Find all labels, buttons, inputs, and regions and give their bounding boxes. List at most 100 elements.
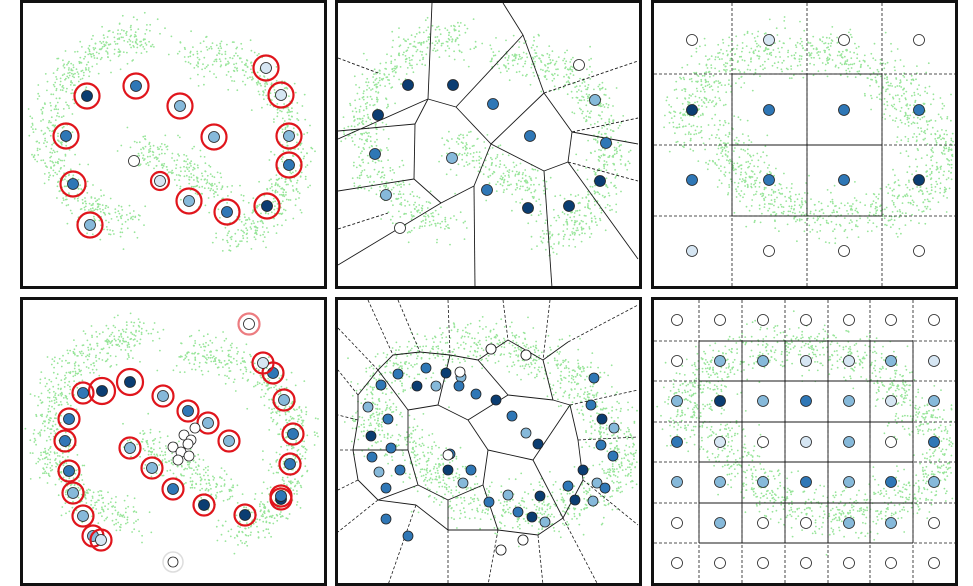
scatter-point bbox=[800, 218, 803, 221]
scatter-point bbox=[48, 176, 50, 179]
scatter-point bbox=[278, 177, 281, 180]
scatter-point bbox=[736, 142, 739, 145]
scatter-point bbox=[530, 248, 533, 251]
scatter-point bbox=[57, 57, 60, 60]
scatter-point bbox=[585, 215, 587, 217]
scatter-point bbox=[212, 355, 215, 358]
scatter-point bbox=[421, 51, 424, 53]
scatter-point bbox=[790, 77, 793, 79]
scatter-point bbox=[408, 230, 410, 233]
scatter-point bbox=[864, 94, 866, 97]
scatter-point bbox=[358, 111, 361, 113]
scatter-point bbox=[246, 218, 249, 221]
scatter-point bbox=[577, 194, 580, 196]
scatter-point bbox=[751, 199, 754, 201]
scatter-point bbox=[286, 111, 289, 114]
scatter-point bbox=[774, 214, 777, 216]
scatter-point bbox=[68, 60, 70, 63]
scatter-point bbox=[458, 152, 461, 155]
scatter-point bbox=[608, 124, 611, 126]
scatter-point bbox=[59, 83, 62, 86]
scatter-point bbox=[399, 203, 401, 206]
scatter-point bbox=[804, 49, 806, 52]
scatter-point bbox=[75, 68, 78, 71]
scatter-point bbox=[224, 382, 227, 385]
scatter-point bbox=[777, 206, 780, 209]
scatter-point bbox=[590, 232, 593, 235]
scatter-point bbox=[686, 64, 689, 66]
scatter-point bbox=[453, 215, 455, 217]
scatter-point bbox=[380, 160, 383, 163]
scatter-point bbox=[541, 54, 543, 56]
scatter-point bbox=[676, 140, 679, 143]
scatter-point bbox=[49, 419, 51, 422]
scatter-point bbox=[279, 513, 281, 515]
scatter-point bbox=[926, 170, 928, 173]
scatter-point bbox=[764, 145, 767, 148]
scatter-point bbox=[534, 55, 536, 58]
scatter-point bbox=[74, 84, 76, 86]
scatter-point bbox=[514, 175, 517, 177]
scatter-point bbox=[584, 85, 587, 87]
panel-4-plot bbox=[24, 312, 319, 573]
scatter-point bbox=[728, 171, 731, 174]
scatter-point bbox=[698, 96, 701, 99]
scatter-point bbox=[894, 69, 896, 72]
scatter-point bbox=[194, 455, 197, 457]
scatter-point bbox=[582, 96, 585, 99]
scatter-point bbox=[366, 140, 368, 143]
scatter-point bbox=[419, 225, 421, 228]
scatter-point bbox=[715, 103, 717, 106]
scatter-point bbox=[294, 478, 296, 481]
scatter-point bbox=[99, 208, 101, 210]
scatter-point bbox=[615, 193, 618, 195]
node bbox=[260, 62, 272, 74]
scatter-point bbox=[54, 124, 57, 127]
scatter-point bbox=[236, 69, 239, 72]
scatter-point bbox=[44, 137, 46, 140]
scatter-point bbox=[768, 202, 770, 205]
scatter-point bbox=[684, 114, 687, 117]
scatter-point bbox=[796, 41, 799, 44]
scatter-point bbox=[127, 218, 129, 221]
scatter-point bbox=[563, 57, 566, 60]
scatter-point bbox=[727, 142, 729, 145]
scatter-point bbox=[898, 209, 901, 211]
scatter-point bbox=[190, 185, 193, 188]
scatter-point bbox=[80, 373, 83, 376]
scatter-point bbox=[794, 193, 797, 196]
scatter-point bbox=[199, 155, 202, 158]
scatter-point bbox=[436, 42, 439, 45]
scatter-point bbox=[246, 240, 249, 243]
scatter-point bbox=[905, 150, 908, 153]
scatter-point bbox=[148, 151, 150, 154]
scatter-point bbox=[378, 170, 380, 173]
scatter-point bbox=[154, 438, 157, 440]
scatter-point bbox=[808, 42, 810, 44]
scatter-point bbox=[463, 165, 466, 168]
scatter-point bbox=[234, 66, 236, 69]
scatter-point bbox=[668, 122, 671, 124]
scatter-point bbox=[298, 197, 300, 199]
scatter-point bbox=[282, 188, 285, 191]
scatter-point bbox=[819, 39, 822, 41]
scatter-point bbox=[848, 70, 851, 73]
scatter-point bbox=[243, 231, 246, 234]
scatter-point bbox=[581, 227, 583, 230]
scatter-point bbox=[90, 363, 92, 366]
scatter-point bbox=[292, 127, 295, 130]
scatter-point bbox=[172, 472, 175, 475]
scatter-point bbox=[398, 166, 401, 168]
scatter-point bbox=[243, 351, 245, 354]
scatter-point bbox=[409, 43, 412, 45]
scatter-point bbox=[165, 447, 168, 450]
scatter-point bbox=[61, 452, 64, 455]
scatter-point bbox=[589, 116, 592, 119]
node bbox=[447, 79, 459, 91]
scatter-point bbox=[90, 196, 93, 198]
scatter-point bbox=[223, 470, 226, 472]
scatter-point bbox=[829, 200, 832, 203]
scatter-point bbox=[938, 177, 940, 180]
scatter-point bbox=[48, 435, 50, 438]
scatter-point bbox=[399, 66, 402, 68]
